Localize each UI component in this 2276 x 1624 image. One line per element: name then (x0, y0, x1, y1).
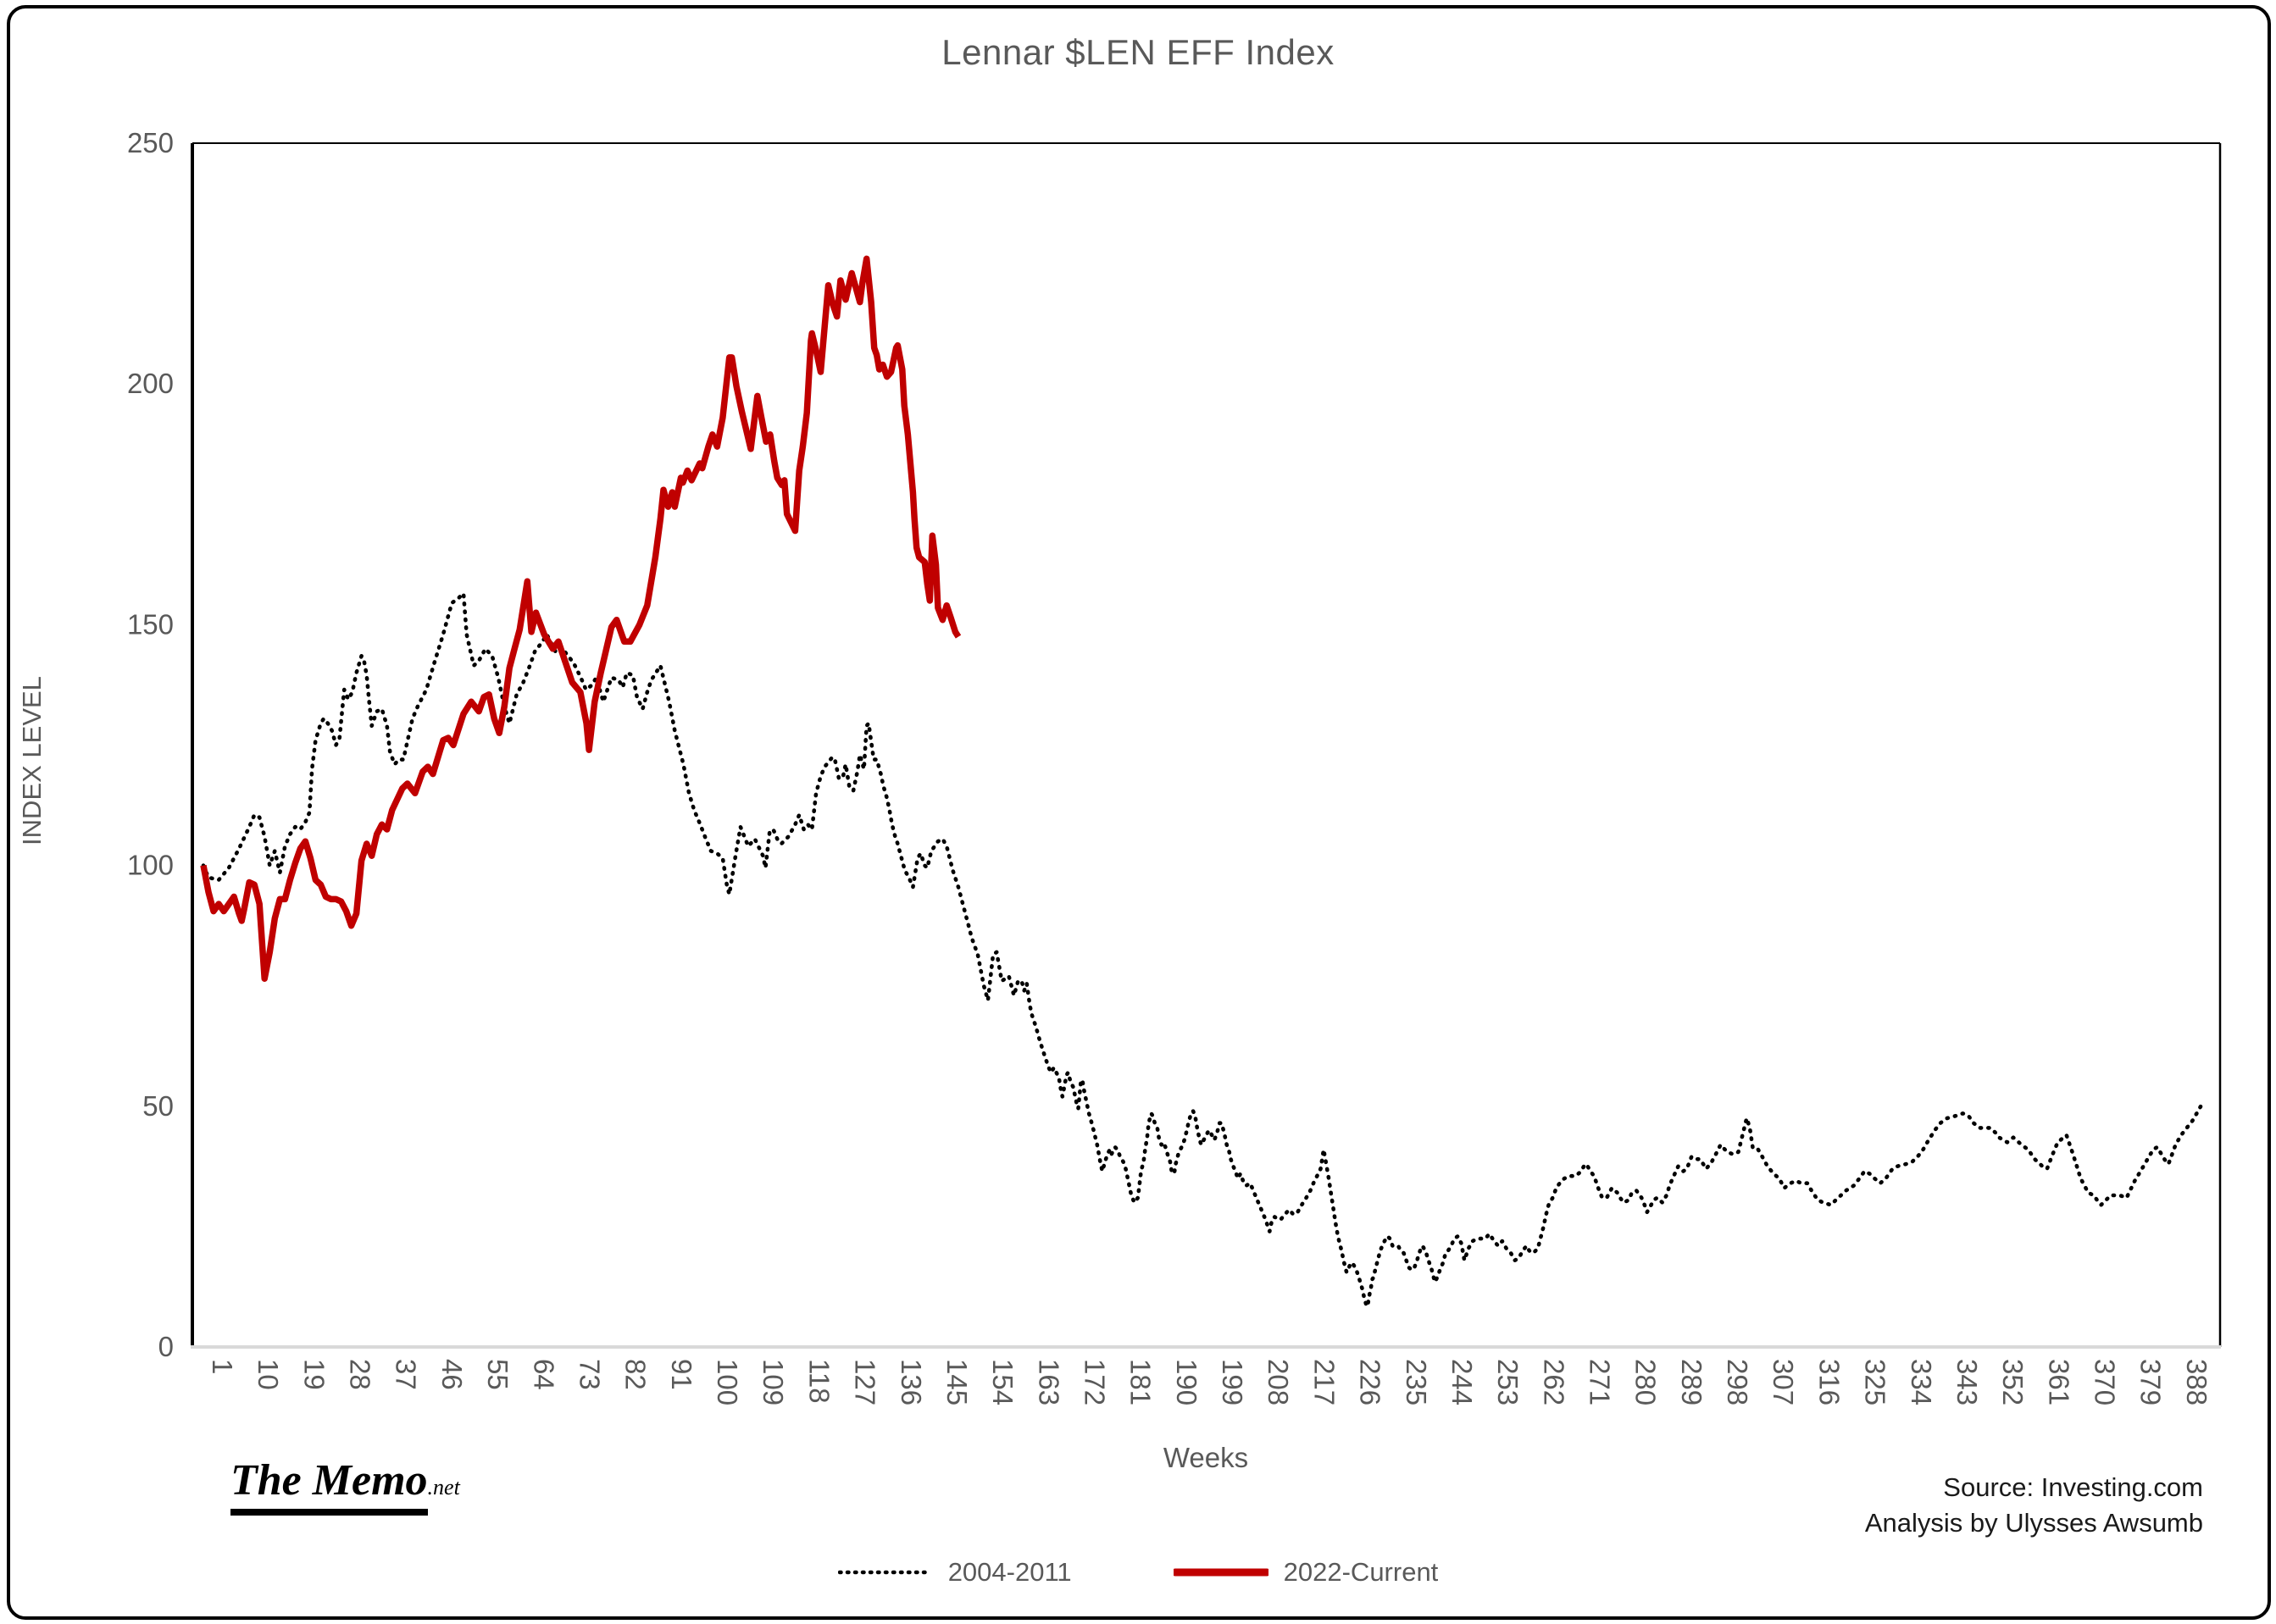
svg-text:181: 181 (1125, 1359, 1157, 1405)
svg-text:73: 73 (574, 1359, 605, 1390)
svg-text:190: 190 (1171, 1359, 1202, 1405)
svg-text:1: 1 (207, 1359, 238, 1374)
svg-text:298: 298 (1722, 1359, 1753, 1405)
source-attribution: Source: Investing.com Analysis by Ulysse… (1865, 1470, 2203, 1541)
svg-text:127: 127 (850, 1359, 881, 1405)
legend-label: 2022-Current (1283, 1557, 1439, 1587)
svg-text:19: 19 (298, 1359, 330, 1390)
svg-text:250: 250 (127, 127, 174, 158)
dotted-line-swatch (837, 1570, 933, 1575)
svg-text:100: 100 (127, 850, 174, 881)
svg-text:28: 28 (345, 1359, 376, 1390)
legend: 2004-2011 2022-Current (0, 1557, 2276, 1588)
legend-item-2004-2011: 2004-2011 (837, 1557, 1072, 1588)
logo-suffix: .net (427, 1475, 460, 1499)
logo-text: The Memo (230, 1455, 428, 1516)
source-line: Source: Investing.com (1943, 1472, 2203, 1502)
svg-text:334: 334 (1906, 1359, 1937, 1405)
svg-text:55: 55 (482, 1359, 513, 1390)
svg-text:280: 280 (1630, 1359, 1662, 1405)
svg-text:82: 82 (620, 1359, 652, 1390)
svg-text:343: 343 (1951, 1359, 1983, 1405)
svg-text:136: 136 (896, 1359, 927, 1405)
svg-text:271: 271 (1585, 1359, 1616, 1405)
svg-text:226: 226 (1355, 1359, 1386, 1405)
svg-text:172: 172 (1079, 1359, 1110, 1405)
svg-text:208: 208 (1263, 1359, 1294, 1405)
svg-text:325: 325 (1860, 1359, 1891, 1405)
svg-text:0: 0 (158, 1331, 174, 1362)
the-memo-logo: The Memo.net (230, 1455, 460, 1516)
svg-text:316: 316 (1813, 1359, 1845, 1405)
svg-text:352: 352 (1997, 1359, 2029, 1405)
svg-text:388: 388 (2181, 1359, 2212, 1405)
svg-text:150: 150 (127, 608, 174, 640)
svg-text:145: 145 (941, 1359, 973, 1405)
solid-line-swatch (1173, 1568, 1268, 1577)
svg-text:199: 199 (1217, 1359, 1248, 1405)
svg-text:91: 91 (666, 1359, 697, 1390)
svg-text:370: 370 (2090, 1359, 2121, 1405)
svg-text:50: 50 (142, 1090, 174, 1122)
svg-text:163: 163 (1033, 1359, 1064, 1405)
svg-text:244: 244 (1446, 1359, 1478, 1405)
legend-item-2022-current: 2022-Current (1173, 1557, 1439, 1588)
svg-text:235: 235 (1401, 1359, 1432, 1405)
svg-text:10: 10 (253, 1359, 284, 1390)
analysis-line: Analysis by Ulysses Awsumb (1864, 1508, 2203, 1538)
legend-label: 2004-2011 (947, 1557, 1072, 1587)
svg-text:109: 109 (758, 1359, 789, 1405)
x-axis-title: Weeks (1163, 1442, 1249, 1473)
svg-text:361: 361 (2043, 1359, 2074, 1405)
svg-text:262: 262 (1538, 1359, 1569, 1405)
y-axis-title: INDEX LEVEL (17, 676, 47, 845)
svg-text:37: 37 (391, 1359, 422, 1390)
svg-text:307: 307 (1768, 1359, 1799, 1405)
figure-border (7, 5, 2271, 1620)
svg-text:217: 217 (1308, 1359, 1340, 1405)
svg-text:46: 46 (436, 1359, 468, 1390)
svg-text:154: 154 (987, 1359, 1019, 1405)
svg-text:118: 118 (803, 1359, 835, 1404)
svg-text:200: 200 (127, 368, 174, 399)
svg-text:253: 253 (1492, 1359, 1524, 1405)
svg-text:64: 64 (528, 1359, 559, 1390)
svg-text:100: 100 (712, 1359, 743, 1405)
svg-text:379: 379 (2135, 1359, 2167, 1405)
svg-text:289: 289 (1676, 1359, 1707, 1405)
chart-title: Lennar $LEN EFF Index (941, 32, 1335, 72)
